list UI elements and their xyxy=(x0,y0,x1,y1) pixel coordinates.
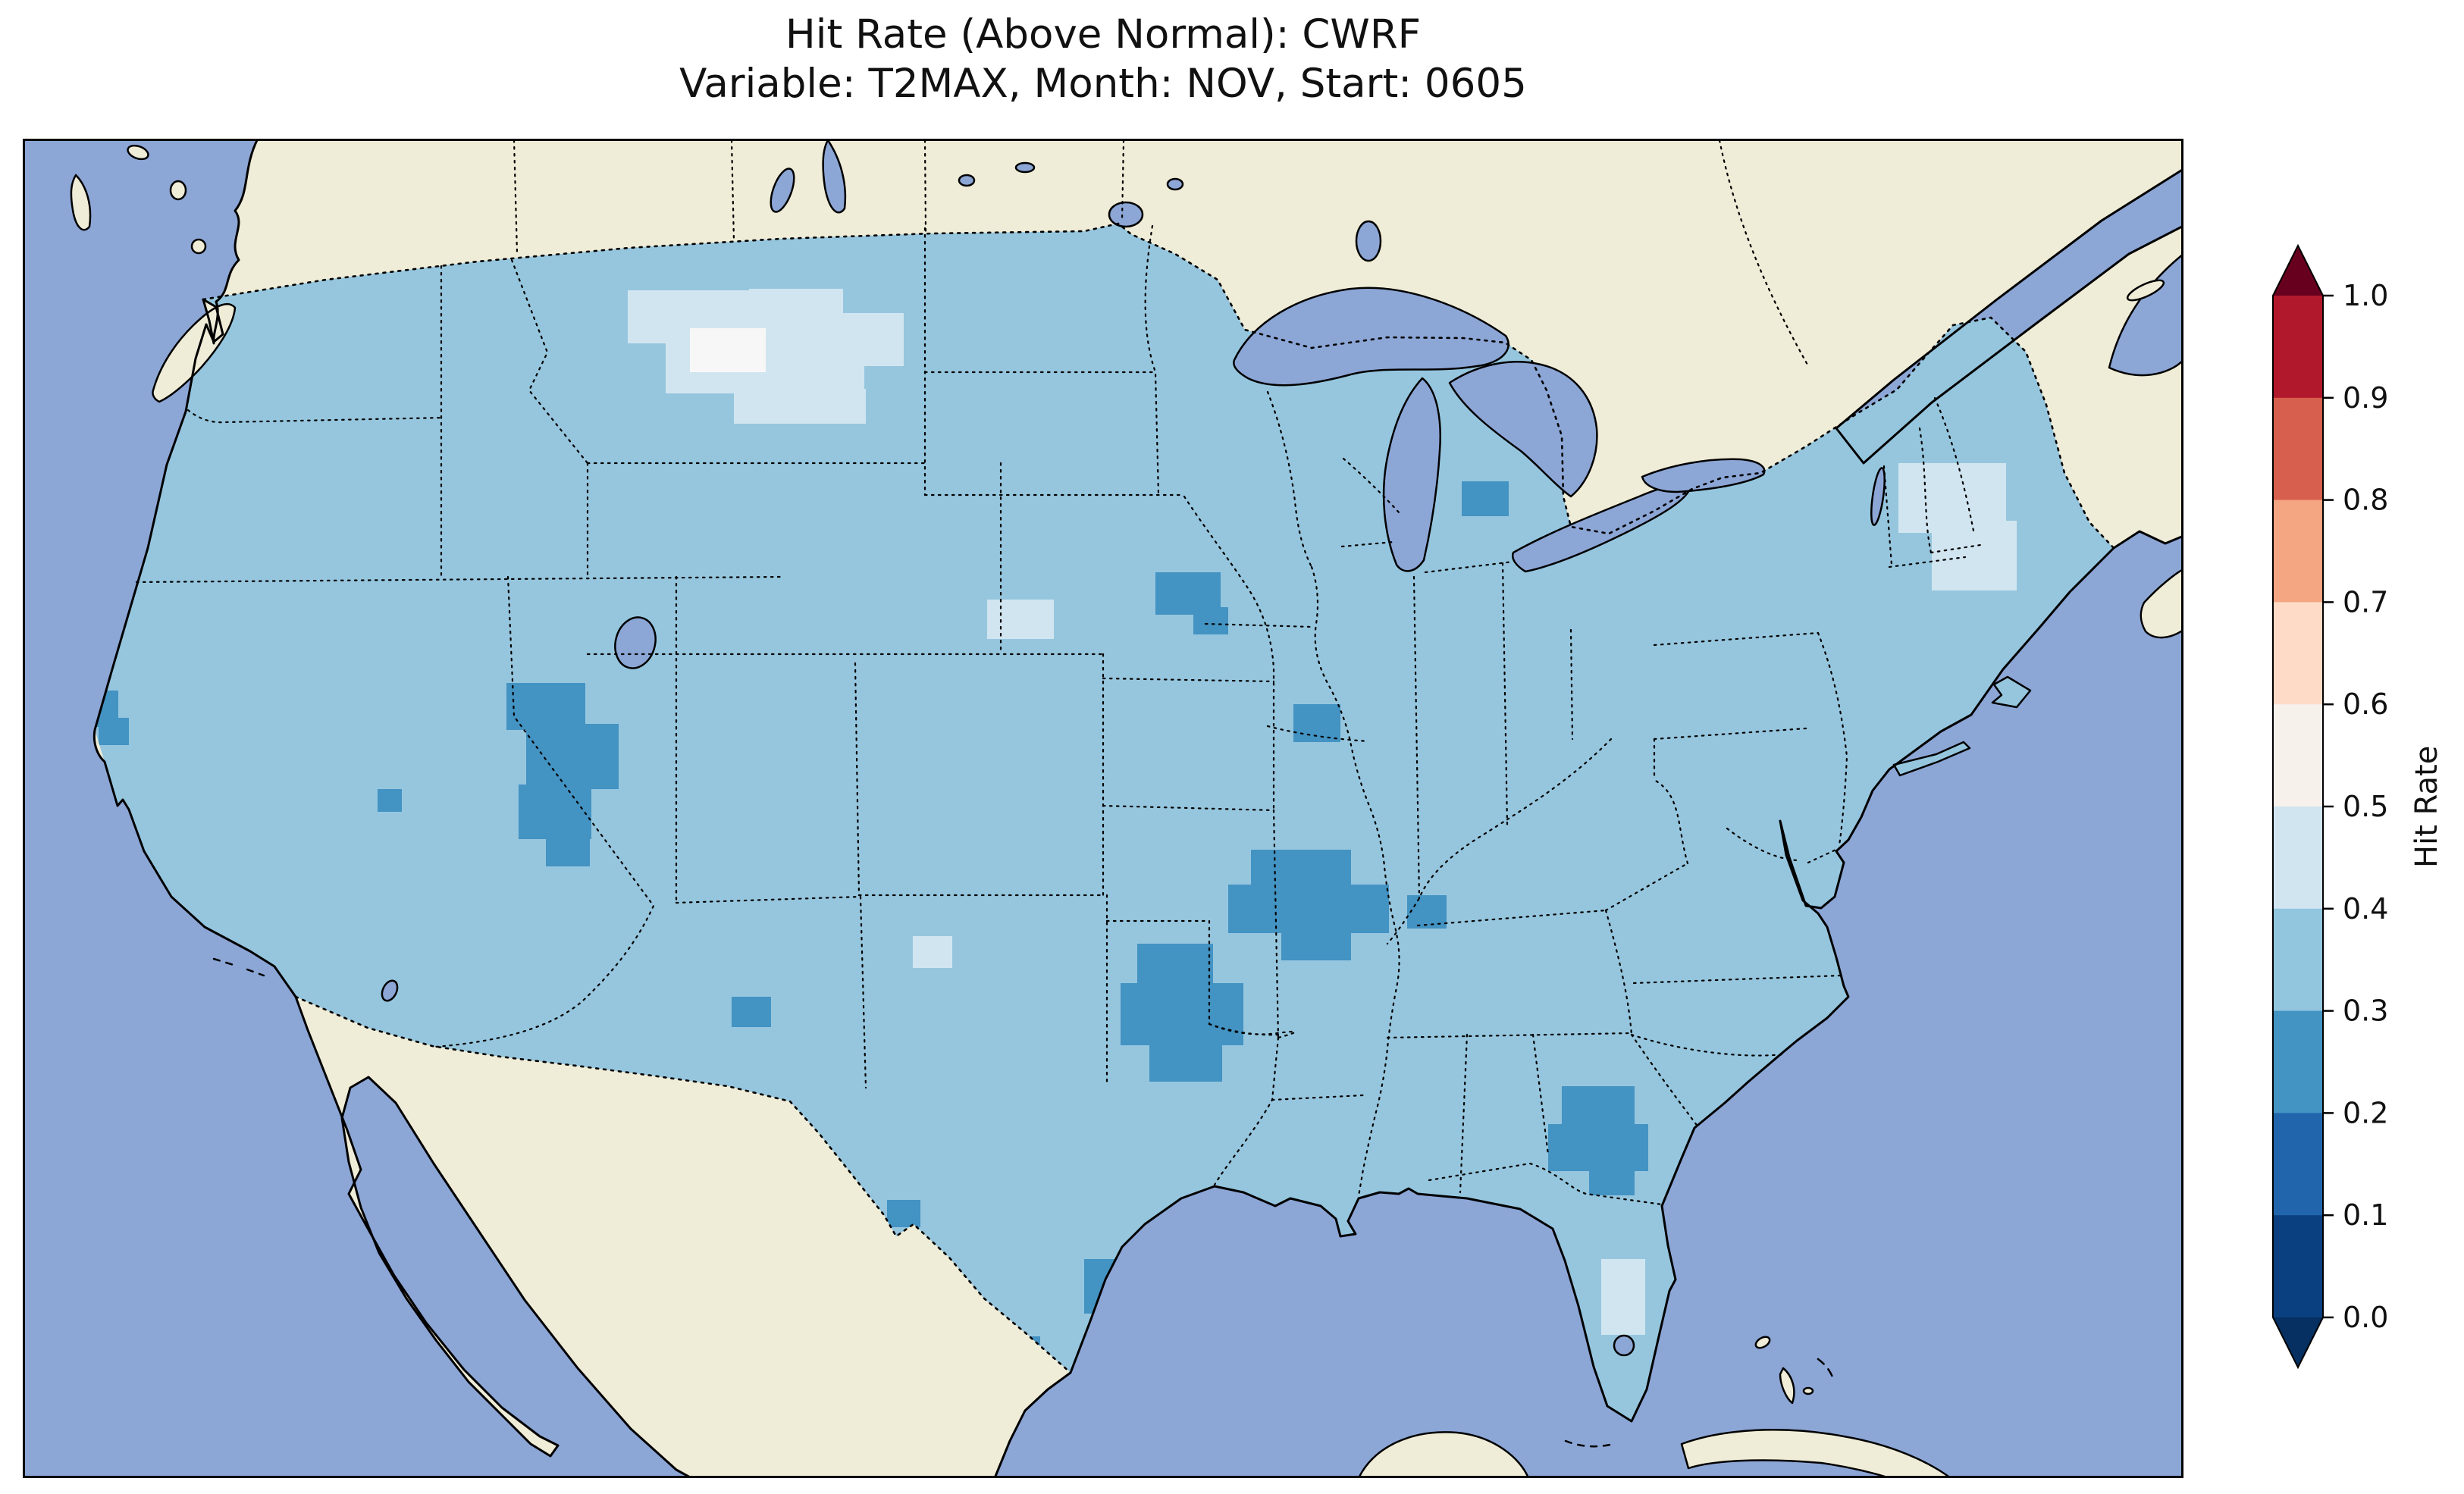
colorbar-tick-label: 0.6 xyxy=(2343,687,2388,721)
colorbar-segment xyxy=(2273,807,2323,910)
colorbar-tick-label: 1.0 xyxy=(2343,279,2388,312)
lake-erie xyxy=(1512,484,1692,573)
lake-winnipeg xyxy=(822,139,847,214)
coastal-peninsulas xyxy=(1892,675,2032,777)
florida-keys xyxy=(1564,1439,1615,1448)
bahamas-island xyxy=(1754,1336,1771,1349)
conus-map xyxy=(23,137,2185,1494)
cape-cod xyxy=(1991,675,2032,709)
nova-scotia xyxy=(2140,568,2185,639)
canadian-lake xyxy=(1166,177,1184,191)
colorbar-tick-label: 0.4 xyxy=(2343,892,2388,926)
figure-title-line-1: Hit Rate (Above Normal): CWRF xyxy=(785,11,1422,58)
canadian-lake xyxy=(1014,161,1036,174)
andros-island xyxy=(1779,1367,1795,1405)
lake-manitoba xyxy=(770,168,795,213)
bahamas-island xyxy=(1802,1386,1814,1395)
colorbar-tick-label: 0.1 xyxy=(2343,1198,2388,1232)
colorbar-segment xyxy=(2273,1215,2323,1318)
channel-islands xyxy=(212,957,265,977)
coastlines xyxy=(92,137,2185,1480)
colorbar-tick-label: 0.2 xyxy=(2343,1096,2388,1129)
lake-champlain xyxy=(1870,467,1886,526)
bc-island xyxy=(190,238,207,255)
yucatan-peninsula xyxy=(1357,1431,1530,1480)
hit-rate-patches-0.2-0.3 xyxy=(95,481,1648,1368)
colorbar-over-arrow xyxy=(2273,246,2323,296)
colorbar: 1.0 0.9 0.8 0.7 0.6 0.5 0.4 0.3 0.2 0.1 0.0 xyxy=(2267,243,2464,1373)
map-frame xyxy=(23,139,2183,1478)
colorbar-segment xyxy=(2273,296,2323,399)
lake-michigan xyxy=(1382,377,1441,572)
salton-sea xyxy=(381,979,399,1002)
colorbar-tick-label: 0.3 xyxy=(2343,994,2388,1028)
lake-nipigon xyxy=(1355,220,1382,262)
colorbar-segment xyxy=(2273,500,2323,603)
colorbar-tick-label: 0.7 xyxy=(2343,585,2388,619)
map-area xyxy=(23,137,2185,1494)
state-borders xyxy=(135,139,1982,1206)
colorbar-segment xyxy=(2273,908,2323,1012)
great-lakes xyxy=(381,139,2185,1357)
long-island xyxy=(1892,741,1971,777)
colorbar-segment xyxy=(2273,704,2323,807)
lake-okeechobee xyxy=(1613,1334,1635,1357)
bc-island xyxy=(127,144,149,161)
colorbar-ticks: 1.0 0.9 0.8 0.7 0.6 0.5 0.4 0.3 0.2 0.1 0.0 xyxy=(2323,279,2388,1334)
colorbar-segment xyxy=(2273,1113,2323,1216)
us-canada-border xyxy=(202,222,2115,550)
great-salt-lake xyxy=(614,616,657,669)
colorbar-tick-label: 0.8 xyxy=(2343,484,2388,517)
lake-superior xyxy=(1233,287,1509,387)
colorbar-segments xyxy=(2273,296,2323,1318)
anticosti-island xyxy=(2126,279,2165,302)
colorbar-segment xyxy=(2273,397,2323,501)
haida-gwaii xyxy=(70,174,92,231)
country-borders xyxy=(202,222,2115,1374)
lake-ontario xyxy=(1641,458,1766,493)
figure-title: Hit Rate (Above Normal): CWRF Variable: … xyxy=(23,11,2183,108)
lake-of-the-woods xyxy=(1108,201,1144,228)
colorbar-tick-label: 0.9 xyxy=(2343,381,2388,415)
colorbar-tick-label: 0.0 xyxy=(2343,1301,2388,1334)
bahamas-arc xyxy=(1817,1358,1835,1380)
lake-huron xyxy=(1448,361,1598,498)
figure-title-line-2: Variable: T2MAX, Month: NOV, Start: 0605 xyxy=(679,60,1527,107)
us-mexico-border xyxy=(294,995,1072,1374)
bc-island xyxy=(169,180,187,201)
colorbar-label: Hit Rate xyxy=(2409,745,2444,868)
colorbar-under-arrow xyxy=(2273,1317,2323,1367)
colorbar-segment xyxy=(2273,1010,2323,1113)
colorbar-segment xyxy=(2273,602,2323,705)
canadian-lake xyxy=(958,174,976,187)
colorbar-tick-label: 0.5 xyxy=(2343,790,2388,823)
